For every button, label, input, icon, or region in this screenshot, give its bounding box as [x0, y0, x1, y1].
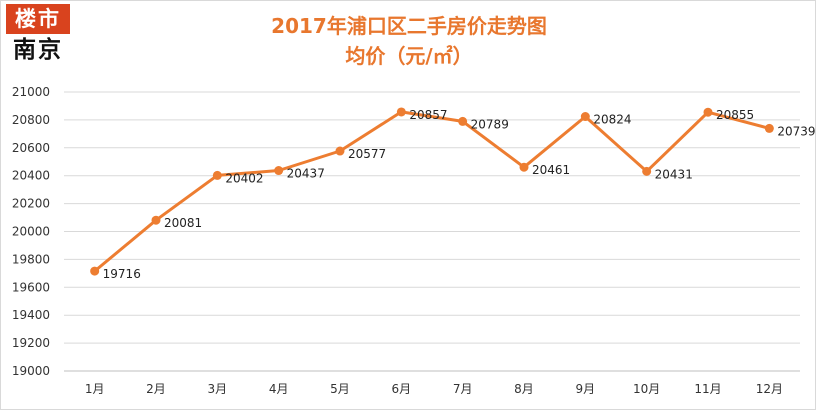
y-tick-label: 20200 [12, 197, 50, 211]
x-tick-label: 10月 [633, 382, 660, 396]
data-point [642, 166, 652, 176]
y-tick-label: 21000 [12, 85, 50, 99]
logo-bottom-text: 南京 [6, 34, 70, 66]
data-point [764, 123, 774, 133]
data-point [335, 146, 345, 156]
y-tick-label: 20600 [12, 141, 50, 155]
data-label: 20824 [593, 113, 631, 127]
x-tick-label: 6月 [392, 382, 412, 396]
x-tick-label: 11月 [694, 382, 721, 396]
y-tick-label: 19800 [12, 252, 50, 266]
data-label: 20857 [409, 108, 447, 122]
data-point [151, 215, 161, 225]
data-label: 20739 [777, 124, 815, 138]
data-label: 19716 [103, 267, 141, 281]
chart-subtitle: 均价（元/㎡） [345, 44, 473, 68]
y-tick-label: 20400 [12, 169, 50, 183]
data-label: 20789 [471, 117, 509, 131]
y-tick-label: 19200 [12, 336, 50, 350]
y-tick-label: 20000 [12, 225, 50, 239]
data-label: 20431 [655, 167, 693, 181]
x-tick-label: 7月 [453, 382, 473, 396]
x-tick-label: 8月 [514, 382, 534, 396]
y-tick-label: 19600 [12, 280, 50, 294]
x-tick-label: 12月 [756, 382, 783, 396]
chart-title: 2017年浦口区二手房价走势图 [271, 14, 547, 38]
site-logo: 楼市 南京 [6, 4, 70, 66]
data-label: 20081 [164, 216, 202, 230]
x-tick-label: 2月 [146, 382, 166, 396]
data-label: 20461 [532, 163, 570, 177]
x-tick-label: 1月 [85, 382, 105, 396]
x-tick-label: 3月 [208, 382, 228, 396]
data-point [703, 107, 713, 117]
data-point [458, 116, 468, 126]
y-tick-label: 20800 [12, 113, 50, 127]
data-point [519, 162, 529, 172]
data-label: 20402 [225, 171, 263, 185]
data-point [396, 107, 406, 117]
data-label: 20855 [716, 108, 754, 122]
data-point [90, 266, 100, 276]
y-tick-label: 19400 [12, 308, 50, 322]
y-tick-label: 19000 [12, 364, 50, 378]
x-tick-label: 4月 [269, 382, 289, 396]
data-label: 20577 [348, 147, 386, 161]
data-point [212, 170, 222, 180]
data-point [580, 112, 590, 122]
data-label: 20437 [287, 167, 325, 181]
data-point [274, 166, 284, 176]
x-tick-label: 9月 [576, 382, 596, 396]
x-tick-label: 5月 [330, 382, 350, 396]
logo-top-text: 楼市 [6, 4, 70, 34]
series-line [93, 110, 771, 273]
